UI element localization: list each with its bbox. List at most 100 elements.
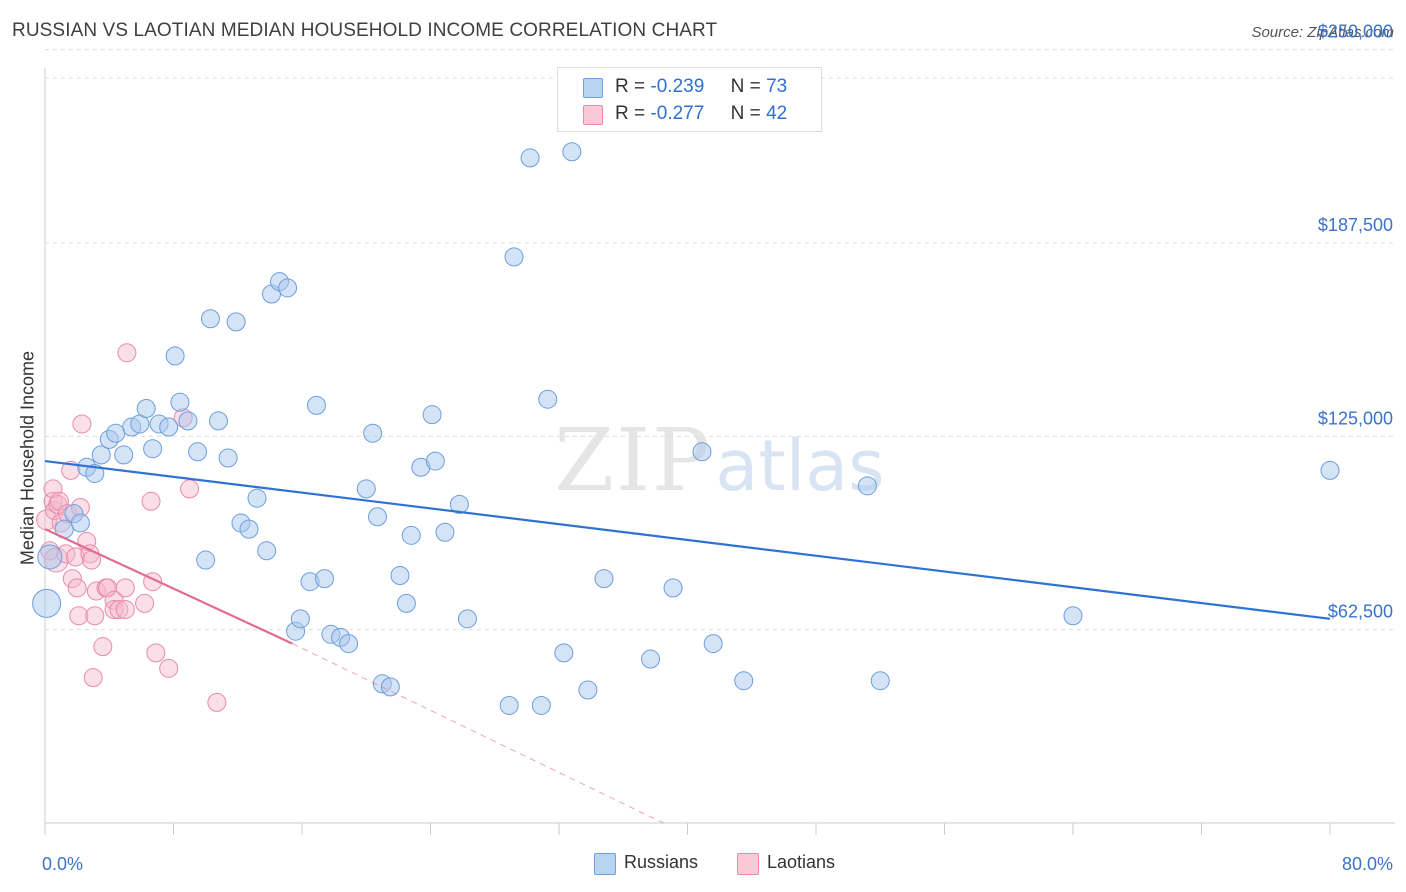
russian-point	[538, 389, 558, 409]
russian-point	[257, 541, 277, 561]
russians-swatch	[583, 78, 603, 98]
y-tick-label: $125,000	[1318, 408, 1393, 428]
russian-point	[380, 677, 400, 697]
russian-point	[178, 411, 198, 431]
legend-n-value: 42	[766, 103, 788, 124]
chart-title: RUSSIAN VS LAOTIAN MEDIAN HOUSEHOLD INCO…	[12, 20, 718, 41]
russian-point	[367, 507, 387, 527]
laotian-point	[109, 600, 129, 620]
y-tick-label: $62,500	[1328, 602, 1393, 622]
laotian-point	[104, 600, 124, 620]
russian-point	[32, 588, 62, 618]
russian-point	[435, 522, 455, 542]
laotian-point	[45, 501, 65, 521]
russian-point	[663, 578, 683, 598]
russian-point	[218, 448, 238, 468]
russian-point	[208, 411, 228, 431]
x-tick-labels: 0.0% 80.0%	[42, 854, 1393, 874]
laotian-point	[93, 637, 113, 657]
russian-point	[290, 609, 310, 629]
legend-r-value: -0.239	[650, 76, 705, 97]
russian-point	[106, 423, 126, 443]
laotian-point	[66, 547, 86, 567]
russian-point	[363, 423, 383, 443]
watermark-zip: ZIP	[554, 411, 712, 511]
laotian-point	[180, 479, 200, 499]
russian-point	[188, 442, 208, 462]
legend: R = -0.239 N = 73 R = -0.277 N = 42	[557, 67, 822, 132]
russian-point	[520, 148, 540, 168]
russian-point	[247, 488, 267, 508]
russian-point	[159, 417, 179, 437]
russian-point	[578, 680, 598, 700]
y-tick-label: $250,000	[1318, 22, 1393, 42]
laotian-point	[69, 606, 89, 626]
russian-point	[390, 566, 410, 586]
laotian-point	[159, 658, 179, 678]
russian-point	[143, 439, 163, 459]
x-tick-label-min: 0.0%	[42, 854, 83, 874]
russian-point	[425, 451, 445, 471]
y-tick-label: $187,500	[1318, 215, 1393, 235]
legend-r-label: R =	[615, 76, 646, 97]
russian-point	[200, 309, 220, 329]
axes	[44, 68, 1395, 835]
russian-point	[226, 312, 246, 332]
russian-point	[165, 346, 185, 366]
laotian-point	[43, 479, 63, 499]
legend-r-value: -0.277	[650, 103, 705, 124]
russian-point	[1063, 606, 1083, 626]
laotian-point	[141, 491, 161, 511]
russian-point	[703, 634, 723, 654]
russians-legend-label: Russians	[624, 852, 699, 872]
russians-trend-line	[44, 459, 1331, 620]
russian-point	[1320, 460, 1340, 480]
russian-point	[278, 278, 298, 298]
legend-r-label: R =	[615, 103, 646, 124]
laotian-point	[83, 668, 103, 688]
russian-point	[85, 463, 105, 483]
russian-point	[136, 398, 156, 418]
legend-n-label: N =	[730, 76, 761, 97]
legend-n-label: N =	[730, 103, 761, 124]
russian-point	[594, 569, 614, 589]
russian-point	[396, 593, 416, 613]
laotian-point	[207, 692, 227, 712]
laotians-legend-swatch	[737, 853, 759, 875]
russian-point	[531, 695, 551, 715]
laotians-swatch	[583, 105, 603, 125]
russian-point	[356, 479, 376, 499]
x-tick-label-max: 80.0%	[1342, 854, 1393, 874]
russian-point	[239, 519, 259, 539]
russian-point	[422, 405, 442, 425]
russian-point	[314, 569, 334, 589]
russian-point	[401, 525, 421, 545]
russian-point	[870, 671, 890, 691]
laotian-point	[115, 600, 135, 620]
russian-point	[499, 695, 519, 715]
gridlines	[45, 49, 1395, 631]
russian-point	[339, 634, 359, 654]
russian-point	[562, 142, 582, 162]
russians-points	[32, 142, 1340, 715]
russian-point	[114, 445, 134, 465]
russian-point	[70, 513, 90, 533]
laotian-point	[135, 593, 155, 613]
y-tick-labels: $62,500 $125,000 $187,500 $250,000	[1318, 22, 1393, 622]
russian-point	[457, 609, 477, 629]
trend-lines	[44, 459, 1331, 824]
watermark: ZIP atlas	[554, 411, 884, 511]
russian-point	[37, 544, 63, 570]
laotian-point	[117, 343, 137, 363]
laotian-point	[67, 578, 87, 598]
russian-point	[306, 395, 326, 415]
russian-point	[170, 392, 190, 412]
russian-point	[504, 247, 524, 267]
russian-point	[692, 442, 712, 462]
watermark-atlas: atlas	[715, 425, 884, 507]
laotian-point	[115, 578, 135, 598]
laotians-legend-label: Laotians	[767, 852, 836, 872]
russian-point	[196, 550, 216, 570]
laotian-point	[146, 643, 166, 663]
